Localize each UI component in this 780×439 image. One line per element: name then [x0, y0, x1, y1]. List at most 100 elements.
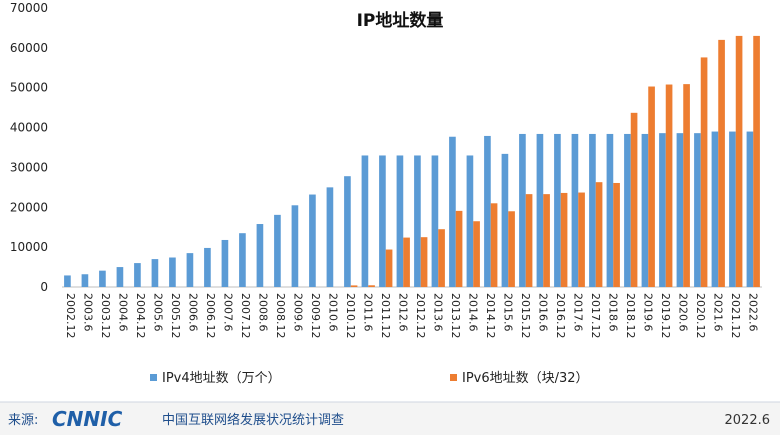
y-tick-label: 0 [40, 280, 48, 294]
bar [711, 131, 719, 287]
x-tick-label: 2013.12 [449, 293, 462, 339]
bar [221, 239, 229, 287]
footer-band [0, 402, 780, 435]
bar [490, 203, 498, 287]
bar [385, 249, 393, 287]
x-tick-label: 2020.12 [694, 293, 707, 339]
bar [326, 187, 334, 287]
x-tick-label: 2012.12 [414, 293, 427, 339]
x-tick-label: 2006.12 [204, 293, 217, 339]
bar [309, 194, 316, 287]
footer-logo: CNNIC [52, 407, 123, 431]
bar [186, 253, 194, 287]
x-tick-label: 2007.12 [239, 293, 252, 339]
bar [473, 221, 480, 287]
bar [630, 112, 638, 288]
x-tick-label: 2014.12 [484, 293, 497, 339]
x-tick-label: 2015.6 [501, 293, 514, 332]
chart-title: IP地址数量 [357, 10, 444, 31]
x-tick-label: 2006.6 [186, 293, 199, 332]
bar [554, 133, 561, 287]
bar [466, 155, 474, 287]
x-tick-label: 2015.12 [519, 293, 532, 339]
bar [99, 270, 106, 287]
x-tick-label: 2016.6 [536, 293, 549, 332]
bar [578, 192, 585, 287]
x-tick-label: 2013.6 [431, 293, 444, 332]
bar [151, 259, 159, 287]
bar [501, 153, 509, 287]
bar [683, 84, 690, 288]
bar [204, 247, 211, 287]
bar [379, 155, 386, 287]
x-tick-label: 2007.6 [221, 293, 234, 332]
bar [641, 133, 649, 287]
y-tick-label: 30000 [10, 160, 48, 174]
x-tick-label: 2022.6 [746, 293, 759, 332]
x-tick-label: 2016.12 [554, 293, 567, 339]
bar [543, 194, 550, 287]
bar [718, 39, 725, 288]
bar [350, 285, 358, 287]
x-tick-label: 2008.6 [256, 293, 269, 332]
bar [414, 155, 421, 287]
bar [116, 267, 124, 287]
bar [729, 131, 736, 287]
bar [64, 275, 71, 287]
y-tick-label: 20000 [10, 200, 48, 214]
x-tick-label: 2014.6 [466, 293, 479, 332]
bar [455, 210, 463, 287]
bar [665, 84, 673, 287]
bar [589, 133, 596, 287]
y-tick-label: 70000 [10, 1, 48, 15]
x-tick-label: 2017.6 [571, 293, 584, 332]
x-tick-label: 2011.12 [379, 293, 392, 339]
bar [525, 194, 533, 287]
bar [396, 155, 404, 287]
x-tick-label: 2004.12 [134, 293, 147, 339]
legend-label: IPv4地址数（万个） [162, 371, 281, 386]
bar [746, 131, 754, 287]
bar [508, 211, 515, 287]
bar [420, 237, 428, 287]
x-tick-label: 2011.6 [361, 293, 374, 332]
bar [694, 133, 701, 287]
bar [700, 57, 708, 288]
bar [676, 133, 684, 287]
y-tick-label: 50000 [10, 81, 48, 95]
bar [624, 133, 631, 287]
bar [368, 285, 375, 287]
x-tick-label: 2012.6 [396, 293, 409, 332]
x-tick-label: 2009.12 [309, 293, 322, 339]
x-tick-label: 2008.12 [274, 293, 287, 339]
x-tick-label: 2018.12 [624, 293, 637, 339]
x-tick-label: 2019.6 [641, 293, 654, 332]
bar [613, 182, 620, 287]
bar [595, 182, 603, 287]
bar [560, 192, 568, 287]
bar [438, 229, 445, 287]
bar [484, 135, 491, 287]
legend-swatch [450, 374, 457, 381]
x-tick-label: 2010.6 [326, 293, 339, 332]
bar [648, 86, 655, 287]
bar [256, 224, 264, 287]
bar [519, 133, 526, 287]
x-tick-label: 2005.6 [151, 293, 164, 332]
bar [659, 133, 666, 287]
bar [291, 205, 299, 287]
x-tick-label: 2020.6 [676, 293, 689, 332]
bar [606, 133, 614, 287]
x-tick-label: 2018.6 [606, 293, 619, 332]
bar [169, 257, 176, 287]
legend-label: IPv6地址数（块/32） [462, 371, 589, 386]
x-tick-label: 2021.6 [711, 293, 724, 332]
x-tick-label: 2009.6 [291, 293, 304, 332]
bar [81, 274, 89, 287]
x-tick-label: 2019.12 [659, 293, 672, 339]
bar [239, 233, 246, 287]
bar [403, 237, 410, 287]
x-tick-label: 2004.6 [116, 293, 129, 332]
